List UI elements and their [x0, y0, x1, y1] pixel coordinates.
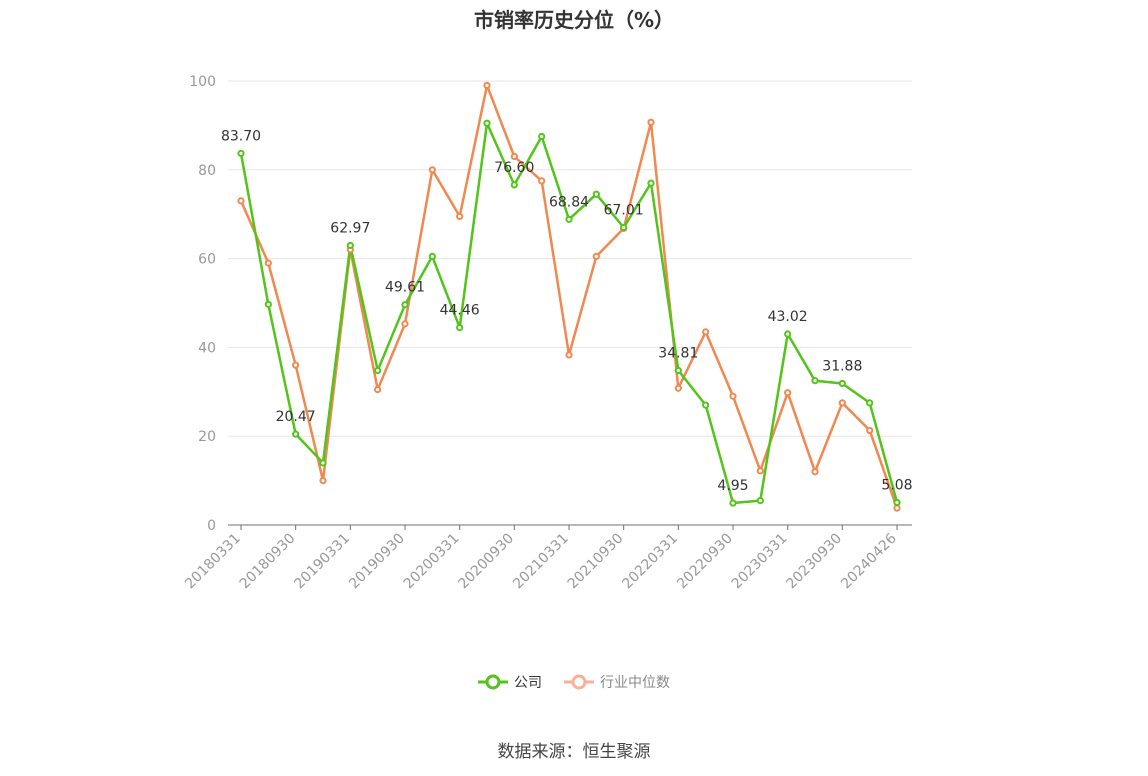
- company-data-point: [346, 241, 354, 250]
- company-data-point: [893, 498, 901, 507]
- industry-data-point: [811, 468, 819, 476]
- x-tick-label: 20230930: [783, 531, 845, 593]
- company-data-point: [784, 330, 792, 338]
- company-data-point: [866, 399, 874, 407]
- x-tick-label: 20190331: [291, 531, 353, 593]
- x-tick-label: 20230331: [729, 531, 791, 593]
- company-data-point: [237, 149, 245, 157]
- data-label: 34.81: [658, 345, 698, 361]
- data-label: 31.88: [822, 358, 862, 374]
- data-label: 67.01: [604, 202, 644, 218]
- y-tick-label: 40: [198, 340, 216, 356]
- chart-title: 市销率历史分位（%）: [473, 8, 675, 32]
- x-tick-label: 20210930: [565, 531, 627, 593]
- x-tick-label: 20180930: [237, 531, 299, 593]
- x-tick-label: 20220331: [619, 531, 681, 593]
- x-tick-label: 20210331: [510, 531, 572, 593]
- industry-data-point: [428, 166, 436, 174]
- data-label: 49.61: [385, 280, 425, 296]
- company-data-point: [756, 496, 764, 505]
- company-data-point: [319, 459, 327, 467]
- legend-item-industry[interactable]: 行业中位数: [564, 672, 670, 692]
- data-label: 76.60: [494, 160, 534, 176]
- y-tick-label: 60: [198, 252, 216, 268]
- x-tick-label: 20220930: [674, 531, 736, 593]
- x-tick-label: 20200331: [401, 531, 463, 593]
- industry-data-point: [237, 197, 245, 205]
- industry-data-point: [565, 351, 573, 359]
- company-data-point: [838, 379, 846, 388]
- industry-data-point: [674, 384, 682, 392]
- legend-item-company[interactable]: 公司: [478, 672, 542, 692]
- x-tick-label: 20190930: [346, 531, 408, 593]
- industry-data-point: [538, 177, 546, 185]
- industry-data-point: [838, 399, 846, 407]
- company-data-point: [702, 401, 710, 409]
- industry-data-point: [756, 467, 764, 475]
- company-data-point: [620, 223, 628, 232]
- data-label: 83.70: [221, 128, 261, 144]
- legend-label-company: 公司: [514, 675, 542, 691]
- legend-label-industry: 行业中位数: [600, 675, 670, 691]
- company-data-point: [264, 300, 272, 308]
- industry-data-point: [483, 81, 491, 90]
- company-data-point: [565, 215, 573, 223]
- y-tick-label: 20: [198, 429, 216, 445]
- company-data-point: [811, 377, 819, 385]
- y-tick-label: 0: [207, 518, 216, 534]
- company-data-point: [674, 366, 682, 375]
- y-tick-label: 80: [198, 163, 216, 179]
- data-label: 4.95: [717, 478, 748, 494]
- company-data-point: [401, 301, 409, 309]
- company-data-point: [538, 132, 546, 141]
- company-data-point: [592, 190, 600, 198]
- x-tick-label: 20200930: [455, 531, 517, 593]
- industry-data-point: [319, 477, 327, 485]
- series-lines: [239, 84, 899, 509]
- data-labels: 83.70 20.47 62.97 49.61 44.46 76.60 68.84 67.01…: [221, 128, 913, 494]
- company-data-point: [456, 323, 464, 332]
- data-label: 43.02: [768, 309, 808, 325]
- data-source-note: 数据来源：恒生聚源: [497, 742, 651, 762]
- data-points: [237, 81, 901, 512]
- industry-data-point: [893, 504, 901, 512]
- x-tick-label: 20180331: [182, 531, 244, 593]
- legend: 公司 行业中位数: [0, 672, 1148, 692]
- industry-data-point: [866, 426, 874, 435]
- grid-lines: [228, 80, 912, 437]
- industry-data-point: [592, 252, 600, 260]
- company-data-point: [647, 179, 655, 187]
- data-label: 62.97: [330, 220, 370, 236]
- company-data-point: [510, 181, 518, 189]
- company-data-point: [428, 252, 436, 260]
- y-tick-label: 100: [189, 74, 216, 90]
- company-data-point: [292, 430, 300, 438]
- industry-data-point: [647, 118, 655, 126]
- data-label: 5.08: [881, 477, 912, 493]
- company-data-point: [483, 119, 491, 127]
- industry-data-point: [510, 152, 518, 161]
- industry-data-point: [292, 361, 300, 369]
- data-label: 44.46: [440, 303, 480, 319]
- industry-data-point: [702, 328, 710, 336]
- industry-data-point: [374, 385, 382, 394]
- legend-company-icon: [478, 674, 508, 690]
- data-label: 68.84: [549, 194, 589, 210]
- company-data-point: [729, 499, 737, 507]
- company-data-point: [374, 366, 382, 375]
- industry-series-line: [239, 84, 899, 509]
- industry-data-point: [784, 389, 792, 397]
- industry-data-point: [456, 212, 464, 221]
- x-tick-label: 20240426: [838, 530, 900, 592]
- legend-industry-icon: [564, 674, 594, 690]
- industry-data-point: [401, 320, 409, 328]
- industry-data-point: [729, 392, 737, 400]
- industry-data-point: [264, 259, 272, 267]
- data-label: 20.47: [276, 409, 316, 425]
